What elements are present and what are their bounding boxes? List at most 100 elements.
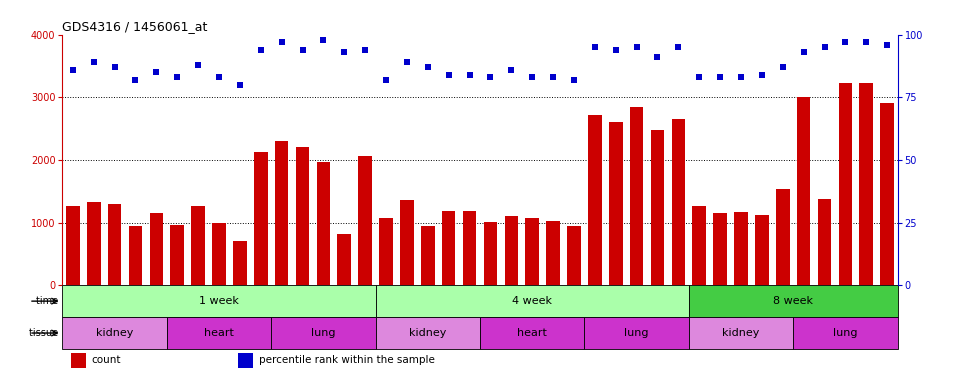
Bar (421, 226, 435, 285)
Point (149, 69, 164, 75)
Bar (62, 317, 167, 349)
Text: heart: heart (204, 328, 234, 338)
Point (128, 76, 143, 83)
Point (274, 39, 289, 45)
Text: time: time (36, 296, 61, 306)
Text: tissue: tissue (30, 328, 61, 338)
Bar (839, 83, 852, 285)
Point (566, 76, 582, 83)
Bar (692, 206, 706, 285)
Text: 4 week: 4 week (513, 296, 552, 306)
Bar (585, 317, 689, 349)
Point (755, 71, 770, 78)
Bar (129, 226, 142, 285)
Text: kidney: kidney (722, 328, 759, 338)
Text: kidney: kidney (409, 328, 446, 338)
Text: count: count (91, 356, 121, 366)
Point (107, 64, 122, 70)
Bar (167, 317, 272, 349)
Point (650, 54, 665, 60)
Point (211, 74, 227, 80)
Point (691, 74, 707, 80)
Bar (317, 162, 330, 285)
Point (337, 49, 352, 55)
Bar (689, 317, 793, 349)
Bar (375, 285, 689, 317)
Bar (525, 218, 539, 285)
Point (796, 49, 811, 55)
Bar (630, 107, 643, 285)
Point (733, 74, 749, 80)
Bar (463, 210, 476, 285)
Text: percentile rank within the sample: percentile rank within the sample (258, 356, 435, 366)
Bar (191, 206, 204, 285)
Bar (171, 225, 184, 285)
Bar (296, 147, 309, 285)
Bar (859, 83, 873, 285)
Bar (818, 199, 831, 285)
Bar (880, 103, 894, 285)
Bar (400, 200, 414, 285)
Bar (797, 97, 810, 285)
Point (420, 64, 436, 70)
Bar (567, 226, 581, 285)
Bar (212, 223, 226, 285)
Bar (793, 317, 898, 349)
Bar (689, 285, 898, 317)
Bar (108, 204, 121, 285)
Point (838, 39, 853, 45)
Point (545, 74, 561, 80)
Point (86, 59, 102, 65)
Point (671, 44, 686, 50)
Text: 1 week: 1 week (199, 296, 239, 306)
Point (817, 44, 832, 50)
Bar (150, 213, 163, 285)
Bar (233, 241, 247, 285)
Point (462, 71, 477, 78)
Point (483, 74, 498, 80)
Text: heart: heart (517, 328, 547, 338)
Bar (734, 212, 748, 285)
Bar (713, 213, 727, 285)
Bar (651, 130, 664, 285)
Point (65, 66, 81, 73)
Bar (338, 234, 351, 285)
Point (190, 61, 205, 68)
Text: lung: lung (311, 328, 336, 338)
Bar (588, 115, 602, 285)
Bar (480, 317, 585, 349)
Point (232, 82, 248, 88)
Point (588, 44, 603, 50)
Point (504, 66, 519, 73)
Point (524, 74, 540, 80)
Point (295, 46, 310, 53)
Bar (546, 221, 560, 285)
Bar (71, 353, 85, 368)
Bar (484, 222, 497, 285)
Point (253, 46, 269, 53)
Bar (442, 210, 455, 285)
Bar (254, 152, 268, 285)
Bar (756, 215, 769, 285)
Bar (272, 317, 375, 349)
Bar (238, 353, 252, 368)
Point (879, 41, 895, 48)
Bar (609, 122, 622, 285)
Bar (505, 216, 518, 285)
Point (316, 36, 331, 43)
Bar (672, 119, 685, 285)
Text: lung: lung (833, 328, 857, 338)
Bar (375, 317, 480, 349)
Bar (62, 285, 375, 317)
Point (357, 46, 372, 53)
Text: GDS4316 / 1456061_at: GDS4316 / 1456061_at (62, 20, 207, 33)
Bar (776, 189, 789, 285)
Point (378, 76, 394, 83)
Point (629, 44, 644, 50)
Point (712, 74, 728, 80)
Bar (275, 141, 288, 285)
Point (441, 71, 456, 78)
Bar (379, 217, 393, 285)
Bar (66, 205, 80, 285)
Point (608, 46, 623, 53)
